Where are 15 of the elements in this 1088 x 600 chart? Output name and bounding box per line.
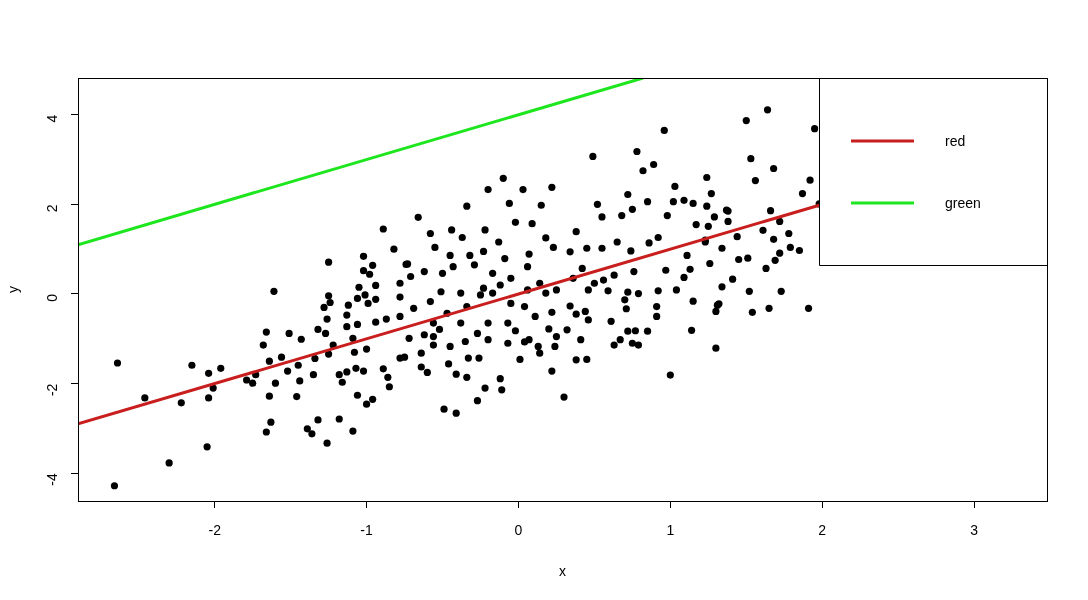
- x-axis-title: x: [559, 563, 566, 580]
- y-tick-label: -2: [43, 383, 60, 397]
- y-tick-label: 4: [43, 114, 60, 123]
- x-tick-label: 0: [514, 522, 523, 539]
- x-tick-label: -2: [208, 522, 222, 539]
- x-tick-label: 1: [666, 522, 675, 539]
- y-tick-label: 2: [43, 204, 60, 213]
- y-tick-label: -4: [43, 473, 60, 486]
- x-tick-label: -1: [360, 522, 374, 539]
- x-tick-label: 2: [818, 522, 827, 539]
- y-tick-label: 0: [43, 293, 60, 302]
- legend-label: red: [945, 132, 966, 149]
- x-tick-label: 3: [970, 522, 979, 539]
- y-axis-title: y: [5, 286, 22, 293]
- legend-label: green: [945, 194, 981, 211]
